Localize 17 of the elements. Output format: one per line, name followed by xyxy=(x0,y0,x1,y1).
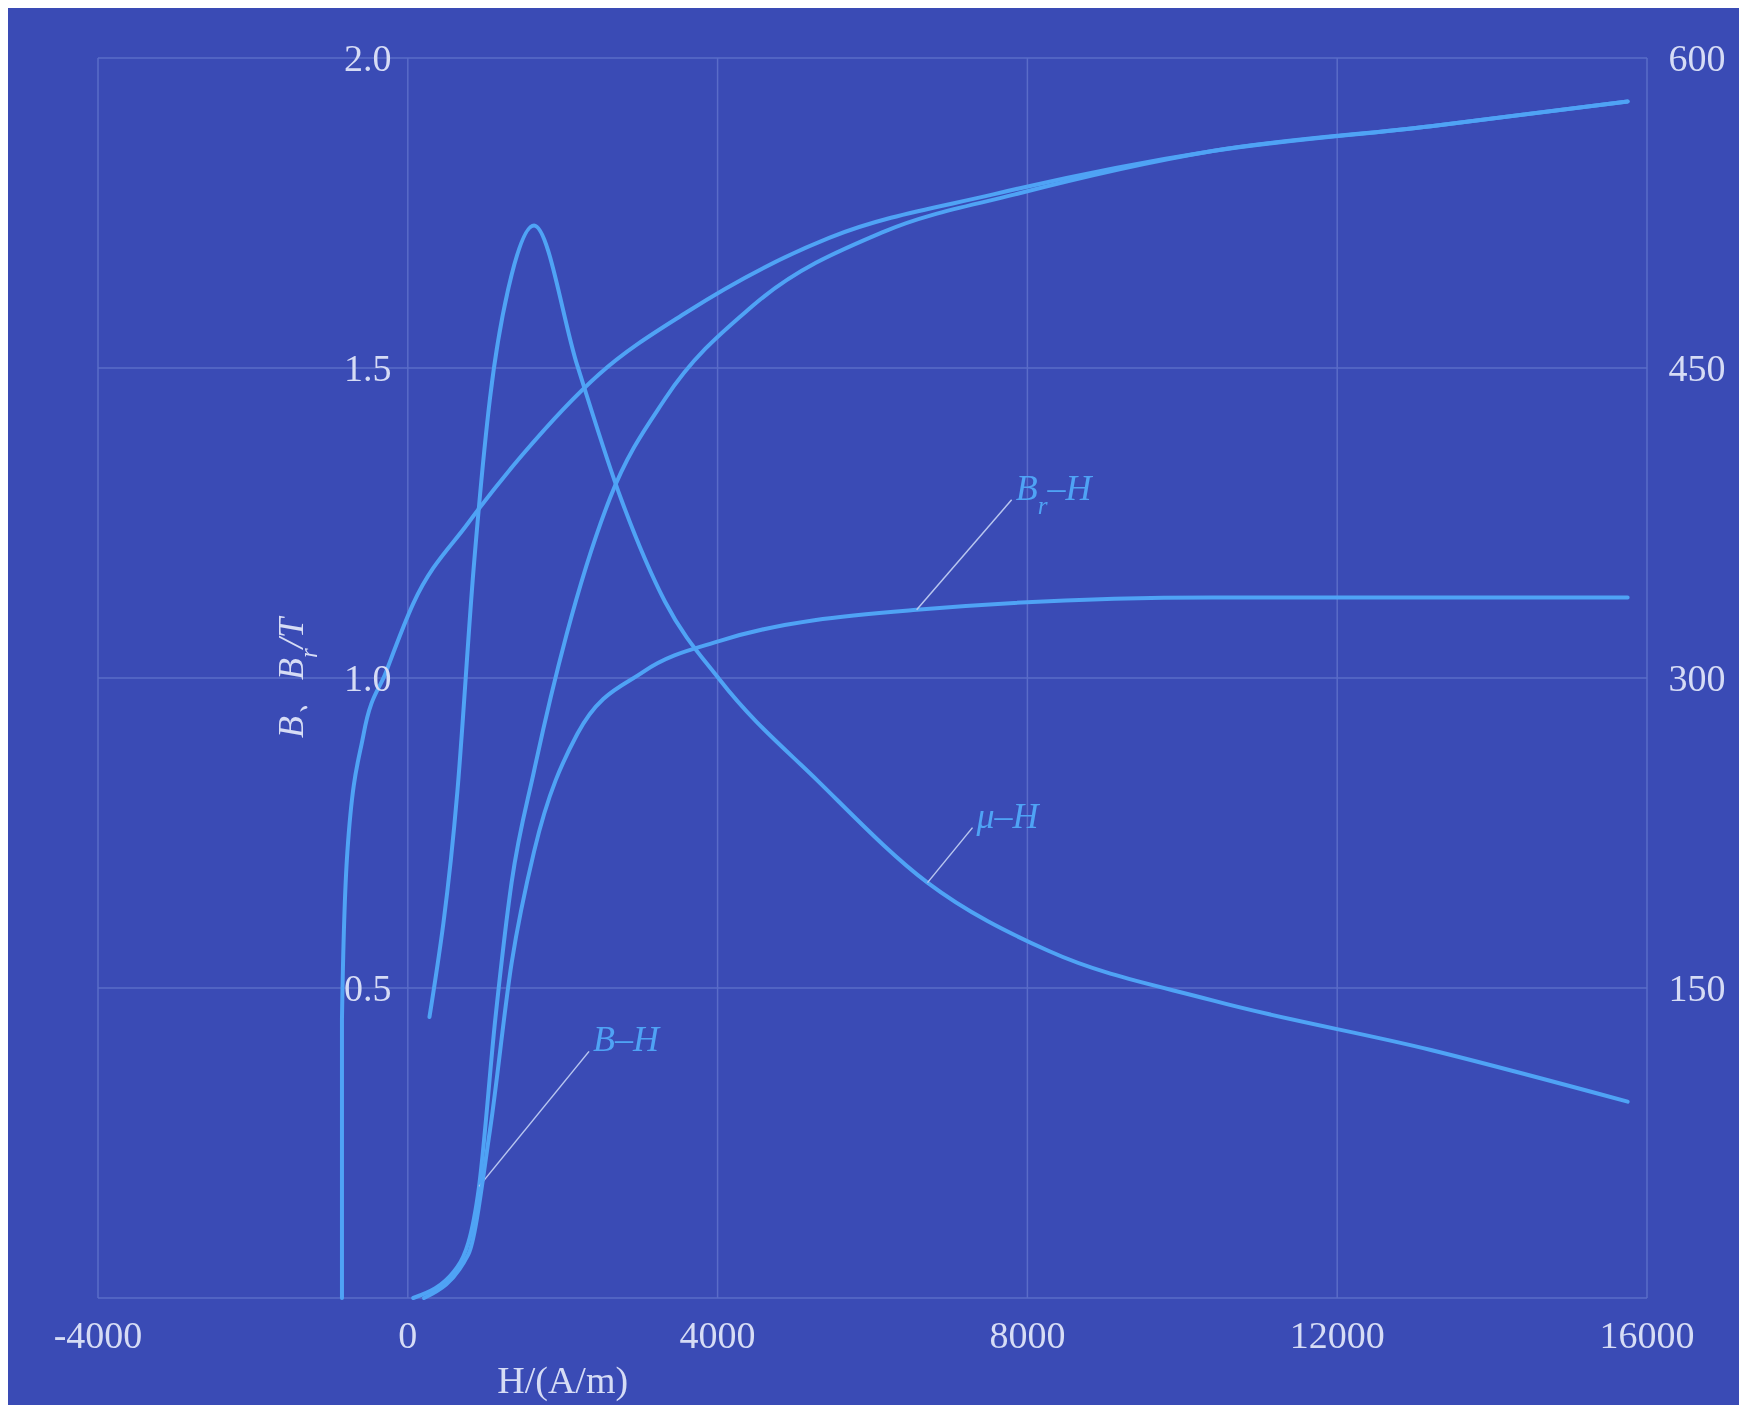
x-tick-label: 4000 xyxy=(679,1314,756,1356)
x-tick-label: 8000 xyxy=(989,1314,1066,1356)
x-tick-label: 12000 xyxy=(1289,1314,1385,1356)
y-tick-label: 0.5 xyxy=(344,967,392,1009)
y-tick-label: 1.5 xyxy=(344,347,392,389)
y2-tick-label: 600 xyxy=(1668,37,1726,79)
x-axis-title: H/(A/m) xyxy=(497,1359,629,1402)
x-tick-label: -4000 xyxy=(53,1314,143,1356)
y-tick-label: 2.0 xyxy=(344,37,392,79)
y2-tick-label: 450 xyxy=(1668,347,1726,389)
series-label: μ–H xyxy=(975,795,1041,836)
text: B$_{r}$–H xyxy=(1015,467,1094,519)
y2-tick-label: 300 xyxy=(1668,657,1726,699)
x-tick-label: 0 xyxy=(398,1314,418,1356)
y2-tick-label: 150 xyxy=(1668,967,1726,1009)
x-tick-label: 16000 xyxy=(1599,1314,1695,1356)
text: B–H xyxy=(593,1019,662,1060)
